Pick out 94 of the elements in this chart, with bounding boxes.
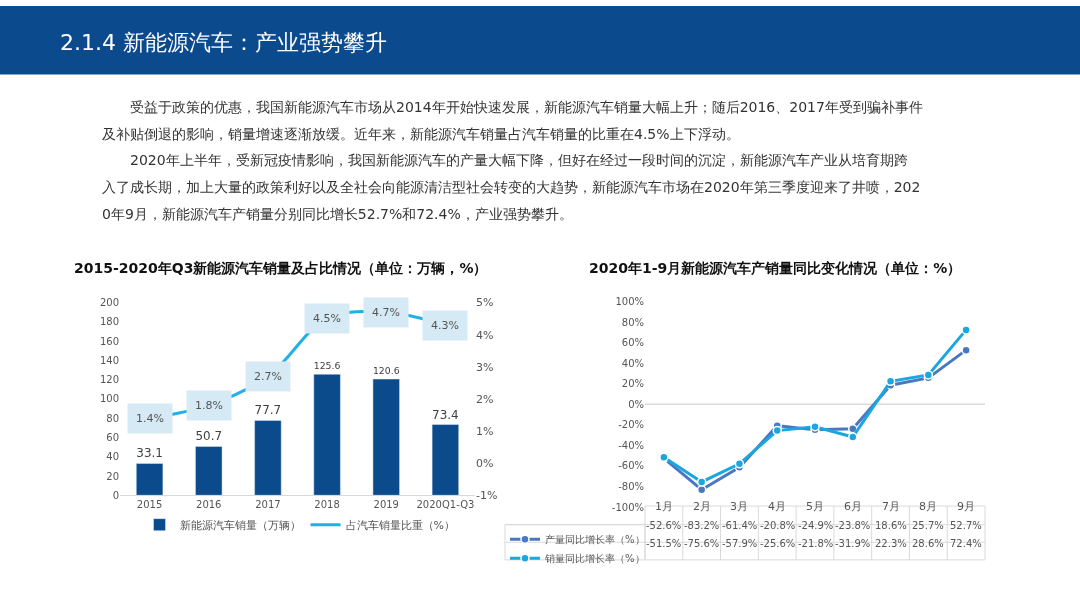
y-tick-label: 20% — [621, 378, 644, 390]
y-tick-label: 80 — [106, 412, 119, 424]
data-label: 73.4 — [432, 407, 459, 422]
data-label: -57.9% — [722, 538, 758, 549]
data-label: -75.6% — [684, 538, 720, 549]
data-label: -24.9% — [798, 520, 834, 531]
x-tick-label: 8月 — [919, 500, 937, 513]
bar — [431, 424, 459, 496]
x-tick-label: 2月 — [693, 500, 711, 513]
y-tick-label: -20% — [618, 419, 644, 431]
y2-tick-label: 3% — [476, 360, 494, 374]
data-label: 1.8% — [195, 399, 223, 412]
data-label: 22.3% — [875, 538, 907, 549]
x-tick-label: 7月 — [882, 500, 900, 513]
x-tick-label: 9月 — [957, 500, 975, 513]
bar — [372, 378, 400, 496]
y-tick-label: 140 — [99, 354, 119, 366]
bar — [254, 420, 282, 496]
y-tick-label: -40% — [618, 439, 644, 451]
data-label: 33.1 — [136, 446, 163, 461]
y2-tick-label: 2% — [476, 392, 494, 406]
y-tick-label: 20 — [106, 470, 119, 482]
data-label: -83.2% — [684, 520, 720, 531]
legend-label: 销量同比增长率（%） — [544, 553, 645, 565]
data-label: -20.8% — [760, 520, 796, 531]
data-label: -52.6% — [646, 520, 682, 531]
y-tick-label: 60 — [106, 431, 119, 443]
y-tick-label: 40 — [106, 451, 119, 463]
x-tick-label: 3月 — [730, 500, 748, 513]
data-label: 72.4% — [950, 538, 982, 549]
data-label: -31.9% — [835, 538, 871, 549]
y-tick-label: 40% — [621, 357, 644, 369]
data-label: 4.5% — [313, 312, 341, 325]
data-label: 25.7% — [912, 520, 944, 531]
data-label: 120.6 — [372, 364, 400, 376]
x-tick-label: 2015 — [136, 499, 163, 511]
y-tick-label: 200 — [99, 297, 119, 309]
y2-tick-label: 1% — [476, 424, 494, 438]
y-tick-label: 0% — [628, 398, 644, 410]
point — [961, 325, 971, 335]
y2-tick-label: -1% — [476, 489, 498, 503]
x-tick-label: 2019 — [373, 499, 399, 511]
y-tick-label: 0 — [112, 489, 119, 501]
data-label: 1.4% — [136, 412, 164, 425]
data-label: -51.5% — [646, 538, 682, 549]
point — [848, 432, 858, 442]
y-tick-label: -80% — [618, 480, 644, 492]
chart-title: 2020年1-9月新能源汽车产销量同比变化情况（单位：%） — [589, 260, 962, 276]
point — [734, 459, 745, 469]
legend-label: 新能源汽车销量（万辆） — [179, 518, 301, 532]
data-label: 77.7 — [254, 403, 282, 418]
x-tick-label: 2016 — [196, 499, 222, 511]
y-tick-label: 180 — [99, 316, 119, 328]
legend-label: 产量同比增长率（%） — [545, 534, 645, 546]
bar — [195, 446, 223, 496]
y2-tick-label: 4% — [476, 328, 494, 342]
data-label: -23.8% — [835, 520, 871, 531]
x-tick-label: 2018 — [314, 499, 340, 511]
point — [772, 425, 782, 436]
y-tick-label: -100% — [611, 501, 644, 513]
data-label: 18.6% — [875, 520, 907, 531]
y-tick-label: 160 — [99, 335, 119, 347]
y-tick-label: 120 — [99, 374, 119, 386]
x-tick-label: 2020Q1-Q3 — [416, 499, 475, 511]
x-tick-label: 1月 — [655, 500, 673, 513]
text: 2.1.4 新能源汽车：产业强势攀升 — [60, 30, 387, 55]
text: 受益于政策的优惠，我国新能源汽车市场从2014年开始快速发展，新能源汽车销量大幅上升；随后2016、2017年受到骗补事件及补贴倒退的影响，销量增速逐渐放缓。近年来，新能源汽车销量占汽车销量的比重在4.5%上下浮动。 — [102, 99, 923, 142]
y-tick-label: -60% — [618, 460, 644, 472]
x-tick-label: 4月 — [768, 500, 786, 513]
legend-label: 占汽车销量比重（%） — [345, 518, 455, 532]
x-tick-label: 6月 — [844, 500, 862, 513]
x-tick-label: 2017 — [255, 499, 281, 511]
data-label: 28.6% — [912, 538, 944, 549]
text: 2020年上半年，受新冠疫情影响，我国新能源汽车的产量大幅下降，但好在经过一段时间的沉淀，新能源汽车产业从培育期跨入了成长期，加上大量的政策利好以及全社会向能源清洁型社会转变的大趋势，新能源汽车市场在2020年第三季度迎来了井喷，2020年9月，新能源汽车产销量分别同比增长52.7%和72.4%，产业强势攀升。 — [102, 152, 921, 222]
y-tick-label: 80% — [621, 316, 644, 328]
data-label: 4.7% — [372, 306, 400, 319]
x-tick-label: 5月 — [806, 500, 824, 513]
data-label: 50.7 — [195, 429, 223, 444]
data-label: 125.6 — [313, 359, 341, 371]
data-label: -25.6% — [760, 538, 796, 549]
bar — [313, 373, 341, 496]
y-tick-label: 100 — [99, 393, 119, 405]
y-tick-label: 60% — [621, 337, 644, 349]
y2-tick-label: 5% — [476, 296, 494, 310]
data-label: 52.7% — [950, 520, 982, 531]
y2-tick-label: 0% — [476, 457, 494, 471]
chart-title: 2015-2020年Q3新能源汽车销量及占比情况（单位：万辆，%） — [74, 260, 488, 276]
data-label: 4.3% — [431, 319, 459, 332]
data-label: 2.7% — [254, 370, 282, 383]
y-tick-label: 100% — [615, 296, 644, 308]
bar — [136, 463, 164, 496]
data-label: -61.4% — [722, 520, 758, 531]
point — [696, 477, 707, 487]
data-label: -21.8% — [798, 538, 834, 549]
